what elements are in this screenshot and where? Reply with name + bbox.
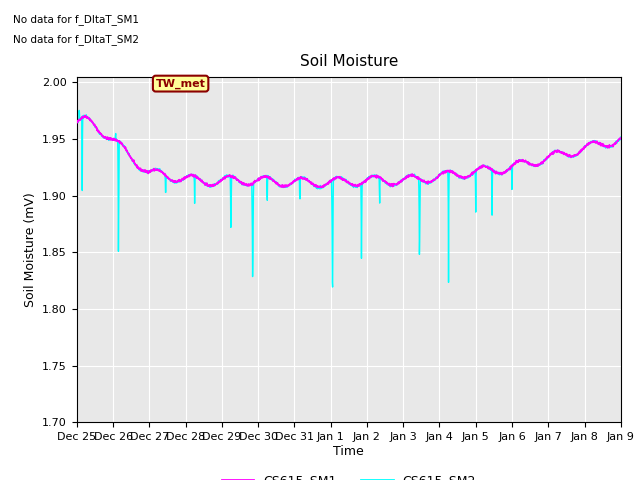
Title: Soil Moisture: Soil Moisture	[300, 54, 398, 69]
Text: No data for f_DltaT_SM1: No data for f_DltaT_SM1	[13, 14, 139, 25]
Text: TW_met: TW_met	[156, 78, 205, 89]
Y-axis label: Soil Moisture (mV): Soil Moisture (mV)	[24, 192, 36, 307]
Text: No data for f_DltaT_SM2: No data for f_DltaT_SM2	[13, 34, 139, 45]
X-axis label: Time: Time	[333, 445, 364, 458]
Legend: CS615_SM1, CS615_SM2: CS615_SM1, CS615_SM2	[217, 469, 481, 480]
